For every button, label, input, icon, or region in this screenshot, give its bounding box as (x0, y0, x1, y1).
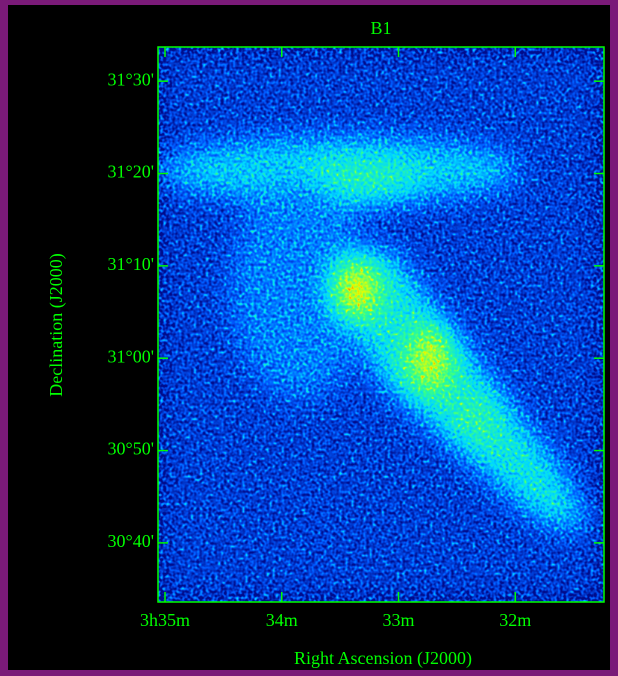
x-tick-label: 3h35m (140, 610, 190, 630)
sky-image (158, 47, 604, 602)
x-axis-label: Right Ascension (J2000) (294, 648, 472, 669)
y-tick-label: 30°50' (108, 439, 154, 459)
chart-title: B1 (370, 18, 391, 38)
x-tick-label: 34m (266, 610, 298, 630)
y-tick-label: 31°00' (108, 346, 154, 366)
y-tick-label: 31°30' (108, 69, 154, 89)
y-tick-label: 31°10' (108, 254, 154, 274)
x-tick-label: 32m (499, 610, 531, 630)
y-axis-label: Declination (J2000) (46, 253, 67, 396)
y-tick-label: 30°40' (108, 531, 154, 551)
plot-frame (157, 46, 605, 603)
y-tick-label: 31°20' (108, 162, 154, 182)
x-tick-label: 33m (383, 610, 415, 630)
